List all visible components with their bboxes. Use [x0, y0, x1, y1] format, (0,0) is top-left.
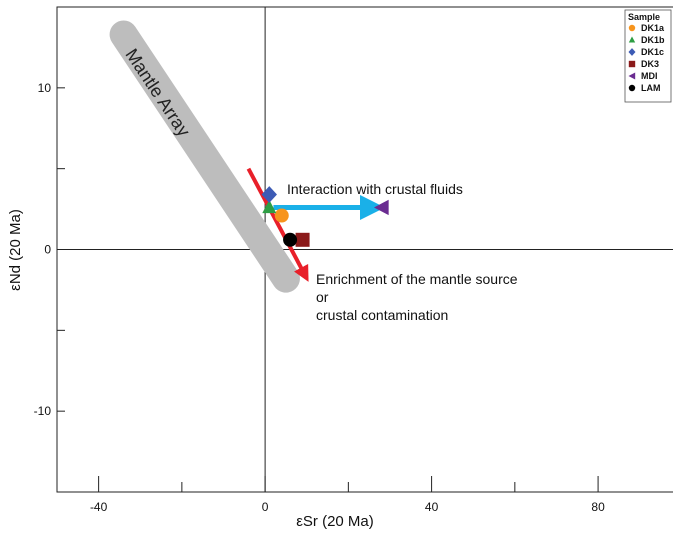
- annotation-contamination: crustal contamination: [316, 307, 448, 323]
- legend-label-dk3: DK3: [641, 59, 659, 69]
- annotation-interaction: Interaction with crustal fluids: [287, 181, 463, 197]
- enrichment-arrow: [246, 167, 309, 282]
- legend: Sample DK1a DK1b DK1c DK3 MDI LAM: [624, 9, 672, 103]
- y-tick-label: 10: [38, 81, 52, 95]
- annotation-or: or: [316, 289, 329, 305]
- x-tick-label: 0: [262, 500, 269, 514]
- point-dk1a: [274, 208, 289, 223]
- legend-label-lam: LAM: [641, 83, 661, 93]
- x-tick-label: 80: [591, 500, 605, 514]
- legend-marker-lam: [628, 84, 636, 92]
- legend-title: Sample: [628, 12, 660, 22]
- y-tick-label: 0: [44, 243, 51, 257]
- legend-marker-dk3: [628, 60, 636, 68]
- legend-label-mdi: MDI: [641, 71, 658, 81]
- legend-items: DK1a DK1b DK1c DK3 MDI LAM: [628, 23, 665, 93]
- legend-label-dk1b: DK1b: [641, 35, 665, 45]
- point-dk1c: [261, 186, 277, 203]
- annotation-enrichment: Enrichment of the mantle source: [316, 271, 518, 287]
- legend-marker-dk1b: [628, 36, 636, 43]
- legend-marker-dk1c: [628, 48, 636, 56]
- point-dk3: [295, 232, 310, 247]
- mantle-array-label: Mantle Array: [121, 45, 194, 140]
- legend-label-dk1c: DK1c: [641, 47, 664, 57]
- legend-label-dk1a: DK1a: [641, 23, 665, 33]
- x-tick-label: -40: [90, 500, 108, 514]
- axis-ticks: -40 0 40 80 -10 0 10: [34, 6, 605, 514]
- point-mdi: [373, 199, 389, 216]
- mantle-array-band: Mantle Array: [109, 20, 300, 293]
- legend-marker-dk1a: [628, 24, 636, 32]
- data-points: [261, 186, 389, 247]
- x-axis-title: εSr (20 Ma): [296, 513, 374, 530]
- y-tick-label: -10: [34, 404, 52, 418]
- arrows: [246, 167, 385, 282]
- point-lam: [283, 232, 298, 247]
- mantle-array-shape: [109, 20, 300, 293]
- x-tick-label: 40: [425, 500, 439, 514]
- legend-marker-mdi: [628, 72, 636, 80]
- y-axis-title: εNd (20 Ma): [7, 209, 24, 291]
- point-dk1b: [262, 199, 277, 214]
